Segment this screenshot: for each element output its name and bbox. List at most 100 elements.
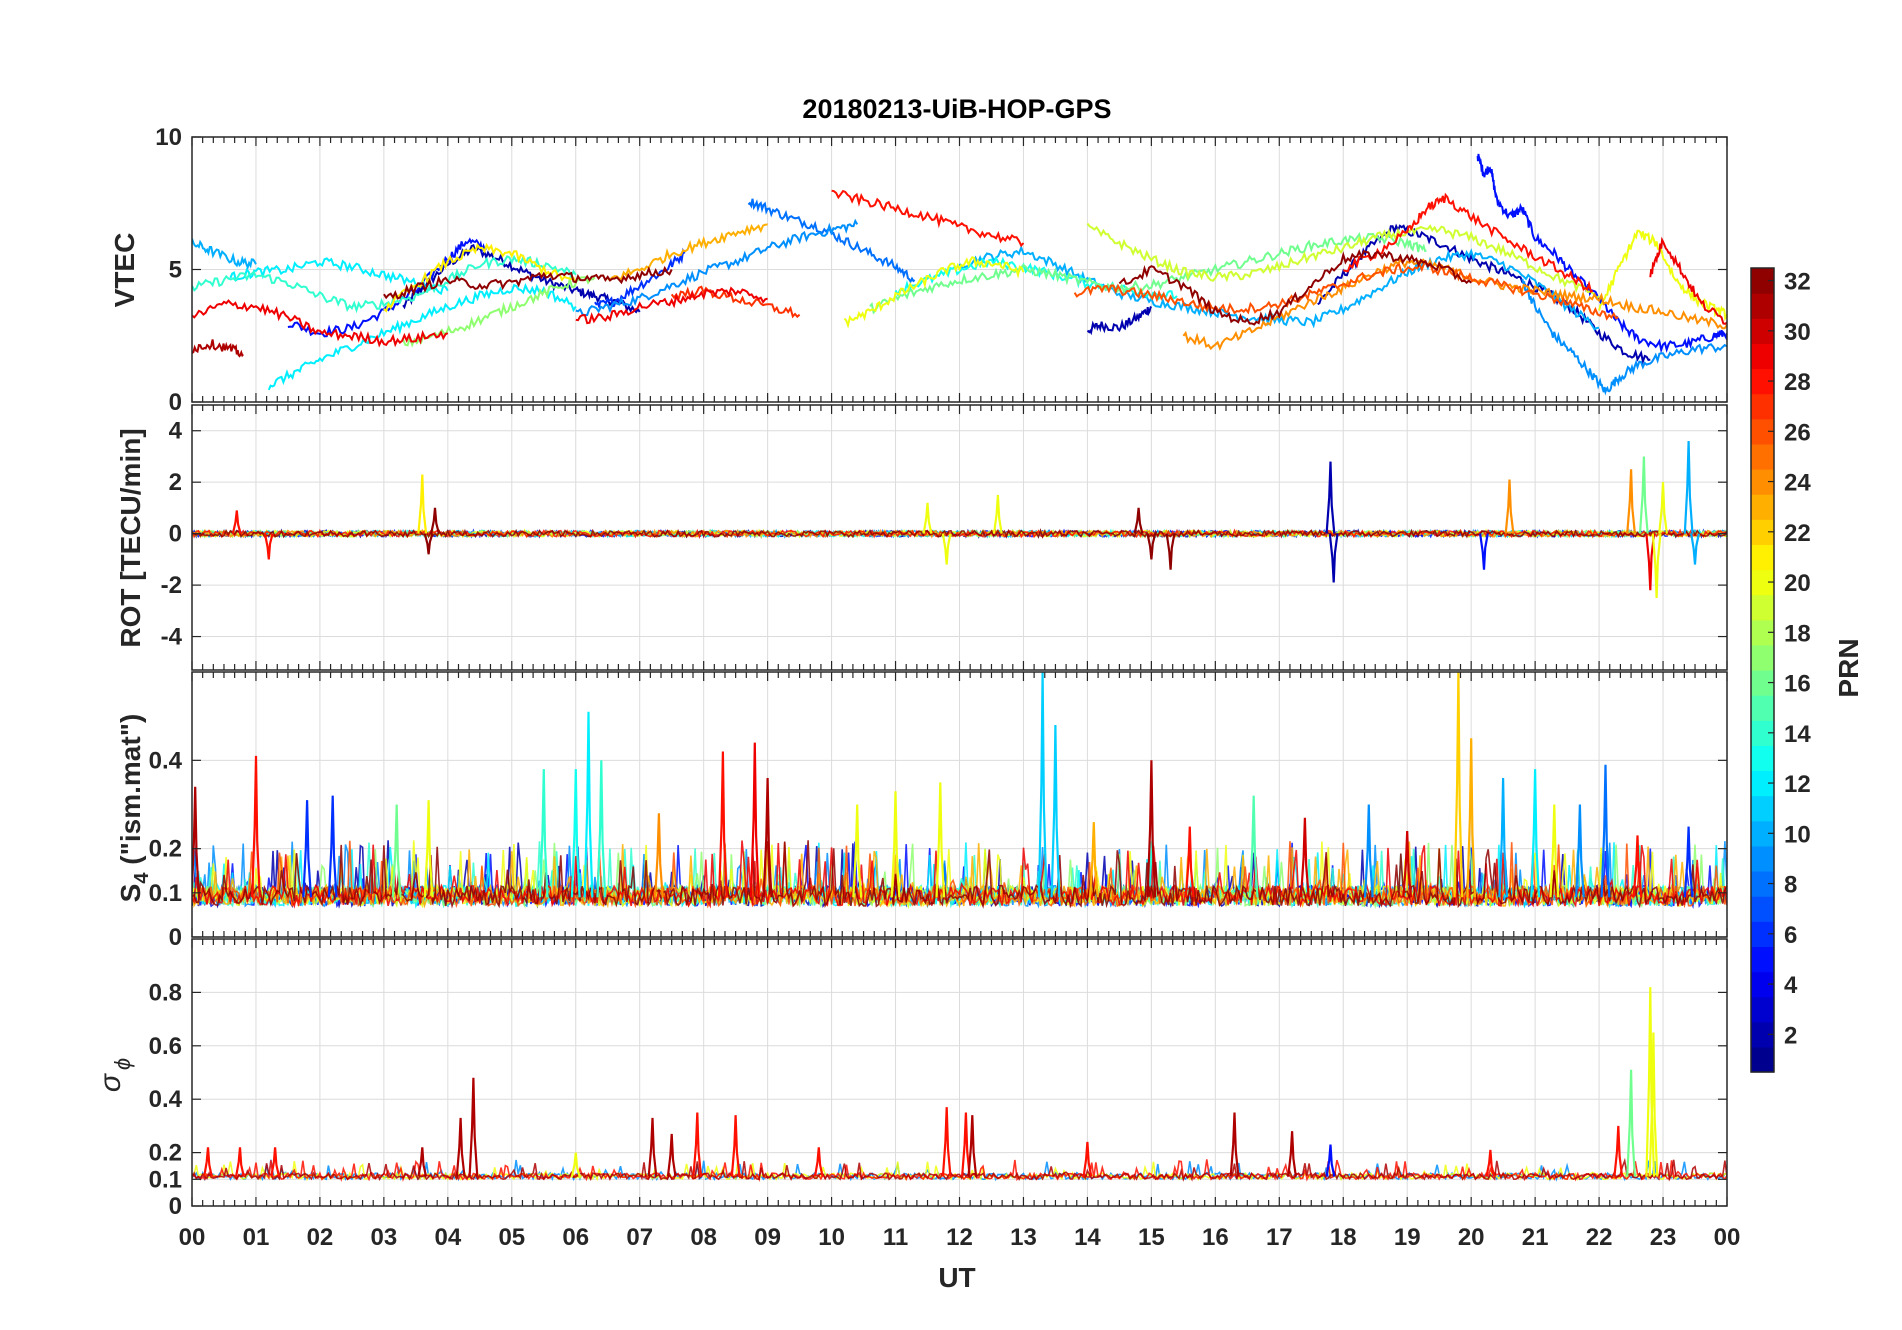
s4-spike-2 [302, 800, 313, 898]
colorbar-tick-label: 2 [1784, 1022, 1797, 1049]
sigma-spike-3 [417, 1147, 428, 1177]
colorbar-segment [1751, 293, 1774, 319]
colorbar-segment [1751, 946, 1774, 973]
sigma-ytick-label: 0.6 [149, 1033, 182, 1060]
s4-spike-17 [1037, 672, 1048, 898]
vtec-series-prn6 [594, 247, 686, 310]
s4-ylabel: S4 ("ism.mat") [115, 714, 153, 903]
vtec-series-prn5 [1476, 153, 1727, 354]
x-tick-label: 22 [1586, 1224, 1613, 1251]
colorbar-segment [1751, 343, 1774, 370]
x-tick-label: 06 [562, 1224, 589, 1251]
sigma-ytick-label: 0.8 [149, 979, 182, 1006]
colorbar-tick-label: 16 [1784, 671, 1811, 698]
colorbar-segment [1751, 720, 1774, 746]
x-tick-label: 20 [1458, 1224, 1485, 1251]
rot-ytick-label: -4 [161, 624, 183, 651]
s4-spike-0 [192, 786, 201, 898]
s4-spike-24 [1363, 804, 1374, 898]
vtec-series-prn29 [1649, 236, 1727, 325]
s4-spike-3 [327, 795, 338, 898]
vtec-series-prn2 [402, 243, 641, 314]
s4-spike-9 [596, 760, 607, 898]
sigma-spike-0 [203, 1147, 213, 1177]
s4-spike-30 [1549, 804, 1560, 898]
colorbar-tick-label: 14 [1784, 721, 1811, 748]
s4-ytick-label: 0 [169, 924, 182, 951]
sigma-ytick-label: 0 [169, 1193, 182, 1220]
colorbar-tick-label: 10 [1784, 821, 1811, 848]
sigma-ylabel-sub: ϕ [110, 1058, 135, 1070]
colorbar-segment [1751, 745, 1774, 772]
s4-spike-28 [1498, 777, 1509, 898]
colorbar-segment [1751, 368, 1774, 395]
s4-spike-8 [583, 711, 594, 898]
colorbar-segment [1751, 996, 1774, 1023]
rot-data [192, 440, 1727, 599]
vtec-series-prn32 [1118, 249, 1472, 326]
colorbar-segment [1751, 469, 1774, 495]
colorbar-segment [1751, 494, 1774, 520]
colorbar-segment [1751, 1046, 1774, 1073]
s4-spike-16 [935, 782, 946, 898]
sigma-spike-9 [692, 1112, 703, 1177]
vtec-series-prn16 [869, 232, 1427, 315]
sigma-spike-4 [455, 1117, 466, 1177]
s4-spike-18 [1050, 724, 1061, 898]
rot-ytick-label: 4 [169, 418, 183, 445]
vtec-data [192, 153, 1727, 396]
vtec-series-prn10 [958, 244, 1600, 331]
sigma-spike-21 [1626, 1069, 1636, 1177]
colorbar-segment [1751, 619, 1774, 646]
s4-spike-19 [1088, 822, 1099, 898]
x-tick-label: 01 [243, 1224, 270, 1251]
rot-spike-19 [1658, 482, 1668, 534]
rot-ytick-label: -2 [161, 572, 182, 599]
s4-spike-13 [762, 777, 773, 898]
panel-sigma-phi: 00.10.2 0.4 0.6 0.8 [149, 938, 1728, 1220]
x-tick-label: 16 [1202, 1224, 1229, 1251]
colorbar-segment [1751, 695, 1774, 721]
colorbar-segment [1751, 393, 1774, 420]
vtec-series-prn20 [1598, 229, 1727, 322]
s4-spike-10 [654, 813, 664, 898]
sigma-spike-23 [1648, 1032, 1659, 1177]
x-tick-label: 21 [1522, 1224, 1549, 1251]
rot-ytick-label: 0 [169, 521, 182, 548]
s4-spike-5 [423, 800, 434, 898]
vtec-series-prn9 [575, 218, 859, 317]
sigma-spike-11 [813, 1147, 824, 1177]
colorbar-tick-label: 6 [1784, 922, 1797, 949]
colorbar-segment [1751, 644, 1774, 671]
colorbar-tick-label: 28 [1784, 369, 1811, 396]
colorbar-tick-label: 12 [1784, 771, 1811, 798]
vtec-series-prn5 [287, 237, 487, 338]
sigma-spike-13 [961, 1112, 971, 1177]
vtec-series-prn28 [1343, 192, 1594, 294]
rot-spike-8 [1133, 507, 1144, 534]
x-tick-label: 00 [1714, 1224, 1741, 1251]
rot-spike-3 [423, 533, 434, 555]
colorbar-segment [1751, 871, 1774, 897]
rot-spike-6 [941, 533, 952, 565]
colorbar-segment [1751, 670, 1774, 696]
s4-spike-6 [538, 769, 549, 898]
s4-spike-1 [251, 755, 261, 898]
x-tick-label: 09 [754, 1224, 781, 1251]
x-tick-label: 11 [883, 1224, 908, 1251]
x-tick-label: 10 [818, 1224, 845, 1251]
colorbar-segment [1751, 318, 1774, 344]
sigma-spike-18 [1325, 1144, 1336, 1177]
s4-spike-11 [717, 751, 728, 898]
s4-spike-23 [1299, 817, 1310, 898]
s4-spike-12 [749, 742, 760, 898]
vtec-series-prn10 [192, 238, 257, 271]
colorbar-segment [1751, 594, 1774, 621]
sigma-spike-20 [1613, 1125, 1624, 1177]
s4-series-prn29 [192, 840, 1727, 909]
rot-spike-21 [1690, 533, 1700, 565]
colorbar-segment [1751, 770, 1774, 797]
colorbar-segment [1751, 544, 1774, 571]
s4-spike-26 [1453, 672, 1464, 898]
